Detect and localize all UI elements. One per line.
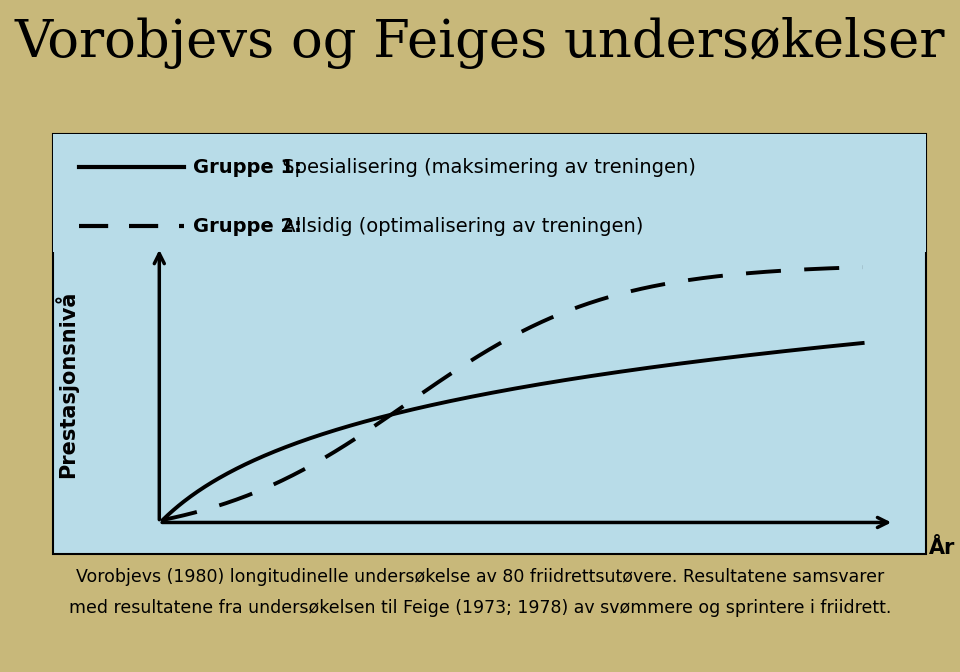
Text: Vorobjevs og Feiges undersøkelser: Vorobjevs og Feiges undersøkelser xyxy=(14,17,946,69)
Text: med resultatene fra undersøkelsen til Feige (1973; 1978) av svømmere og sprinter: med resultatene fra undersøkelsen til Fe… xyxy=(69,599,891,618)
Text: Vorobjevs (1980) longitudinelle undersøkelse av 80 friidrettsutøvere. Resultaten: Vorobjevs (1980) longitudinelle undersøk… xyxy=(76,568,884,586)
Text: Gruppe 2:: Gruppe 2: xyxy=(193,216,301,236)
Text: Prestasjonsnivå: Prestasjonsnivå xyxy=(55,291,79,478)
Text: Spesialisering (maksimering av treningen): Spesialisering (maksimering av treningen… xyxy=(276,158,695,177)
Text: Allsidig (optimalisering av treningen): Allsidig (optimalisering av treningen) xyxy=(276,216,643,236)
Text: Gruppe 1:: Gruppe 1: xyxy=(193,158,301,177)
Text: År: År xyxy=(929,538,956,558)
